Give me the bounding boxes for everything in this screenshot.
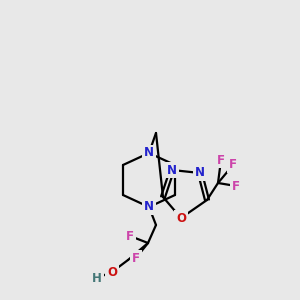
- Text: N: N: [144, 146, 154, 160]
- Text: O: O: [107, 266, 117, 278]
- Text: H: H: [92, 272, 102, 284]
- Text: F: F: [232, 179, 240, 193]
- Text: F: F: [132, 251, 140, 265]
- Text: F: F: [217, 154, 225, 166]
- Text: N: N: [195, 167, 205, 179]
- Text: N: N: [144, 200, 154, 214]
- Text: O: O: [176, 212, 186, 224]
- Text: N: N: [167, 164, 177, 176]
- Text: F: F: [229, 158, 237, 172]
- Text: F: F: [126, 230, 134, 242]
